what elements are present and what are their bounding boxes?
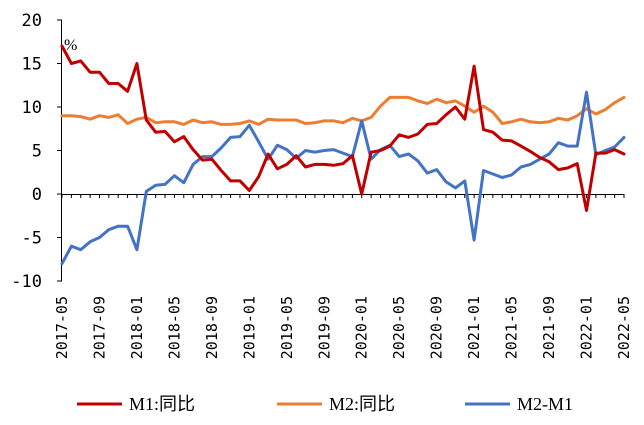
x-tick-label: 2019-09 — [315, 296, 333, 359]
x-tick-label: 2019-01 — [240, 296, 258, 359]
x-tick-label: 2018-01 — [128, 296, 146, 359]
x-tick-label: 2020-05 — [390, 296, 408, 359]
y-tick-label: 5 — [32, 142, 42, 162]
series-line-0 — [60, 44, 626, 212]
y-tick-label: 15 — [22, 55, 42, 75]
x-tick-label: 2018-05 — [165, 296, 183, 359]
legend: M1:同比 M2:同比 M2-M1 — [77, 394, 573, 414]
x-tick-label: 2018-09 — [203, 296, 221, 359]
x-tick-label: 2020-09 — [428, 296, 446, 359]
x-tick-label: 2020-01 — [353, 296, 371, 359]
series-lines — [60, 44, 626, 266]
y-tick-label: 0 — [32, 185, 42, 205]
series-line-1 — [60, 95, 626, 126]
y-tick-label: 10 — [22, 98, 42, 118]
x-tick-label: 2021-01 — [465, 296, 483, 359]
x-tick-label: 2022-05 — [615, 296, 633, 359]
series-line-2 — [60, 90, 626, 266]
y-tick-label: 20 — [22, 11, 42, 31]
y-tick-label: -5 — [22, 229, 42, 249]
x-tick-label: 2017-05 — [53, 296, 71, 359]
legend-label-2: M2-M1 — [517, 394, 573, 414]
x-tick-label: 2021-09 — [540, 296, 558, 359]
x-tick-label: 2021-05 — [503, 296, 521, 359]
x-tick-label: 2017-09 — [90, 296, 108, 359]
x-axis: 2017-05 2017-09 2018-01 2018-05 2018-09 2019-… — [53, 194, 633, 359]
legend-label-0: M1:同比 — [129, 394, 195, 414]
y-tick-label: -10 — [11, 272, 42, 292]
x-tick-label: 2022-01 — [578, 296, 596, 359]
unit-label: % — [64, 37, 77, 54]
y-axis: -10 -5 0 5 10 15 20 — [11, 11, 62, 292]
x-tick-label: 2019-05 — [278, 296, 296, 359]
legend-label-1: M2:同比 — [329, 394, 395, 414]
